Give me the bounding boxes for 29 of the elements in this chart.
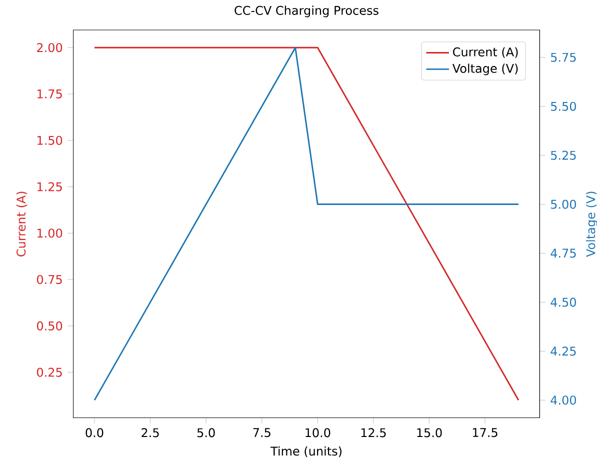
- x-tick-label: 15.0: [417, 428, 442, 438]
- legend-label: Voltage (V): [452, 64, 518, 76]
- x-tick-label: 0.0: [86, 428, 104, 438]
- x-tick-label: 7.5: [253, 428, 270, 438]
- x-tick-label: 2.5: [142, 428, 159, 438]
- y-tick-label: 0.50: [36, 322, 62, 331]
- y-tick-label: 1.50: [38, 136, 62, 146]
- y-axis-title: Current (A): [16, 192, 28, 257]
- chart-title: CC-CV Charging Process: [234, 6, 378, 18]
- legend-label: Current (A): [453, 47, 518, 58]
- y-tick-label: 0.25: [36, 368, 62, 377]
- y-tick-label: 1.00: [38, 228, 62, 238]
- x-tick-label: 12.5: [361, 428, 386, 438]
- y2-tick-label: 5.00: [551, 200, 576, 209]
- y2-tick-label: 5.75: [551, 53, 576, 62]
- y-tick-label: 0.75: [36, 275, 62, 284]
- y-tick-label: 2.00: [37, 43, 62, 52]
- x-tick-label: 5.0: [197, 428, 215, 438]
- y2-tick-label: 4.00: [550, 396, 576, 405]
- y2-tick-label: 4.75: [550, 248, 576, 258]
- x-tick-label: 10.0: [306, 428, 330, 438]
- x-axis-title: Time (units): [270, 446, 342, 458]
- y2-tick-label: 4.50: [550, 298, 576, 307]
- y-tick-label: 1.75: [38, 90, 62, 99]
- x-tick-label: 17.5: [472, 428, 498, 438]
- y2-tick-label: 5.25: [551, 150, 576, 160]
- y-tick-label: 1.25: [38, 182, 62, 192]
- y2-tick-label: 5.50: [551, 102, 576, 112]
- y2-tick-label: 4.25: [550, 346, 576, 356]
